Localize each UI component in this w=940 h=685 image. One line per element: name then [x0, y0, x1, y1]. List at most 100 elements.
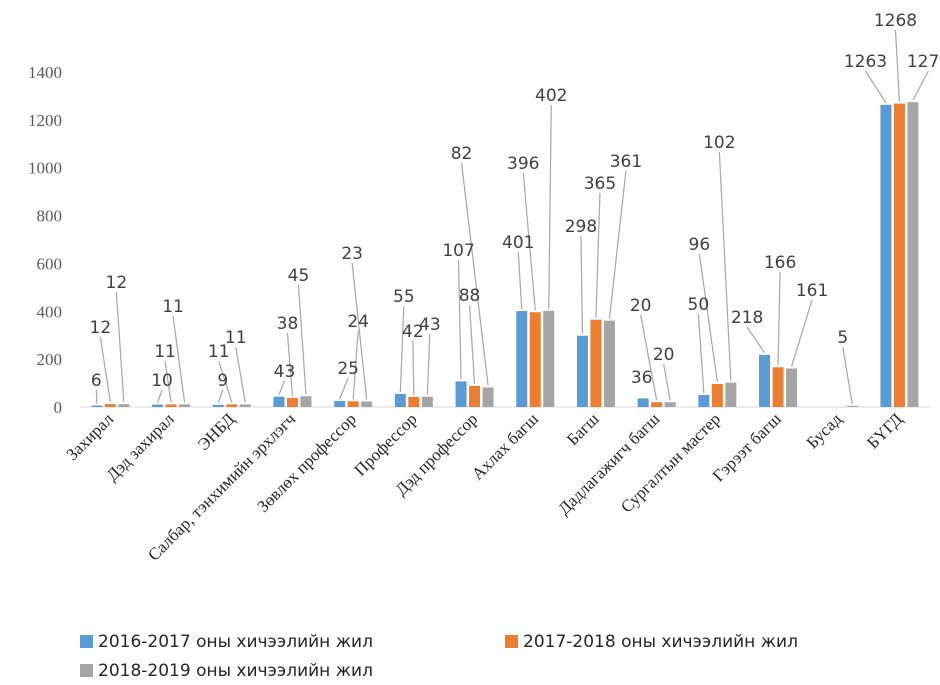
- bar: [118, 404, 130, 407]
- bar: [179, 404, 191, 407]
- legend: 2016-2017 оны хичээлийн жил 2017-2018 оны…: [80, 632, 798, 681]
- bar: [226, 404, 238, 407]
- bar: [637, 398, 649, 407]
- data-label: 36: [631, 368, 653, 388]
- leader-line: [426, 333, 431, 395]
- data-label: 38: [277, 314, 299, 334]
- bar: [104, 404, 116, 407]
- legend-swatch: [80, 664, 93, 677]
- category-label: ЭНБД: [194, 409, 239, 454]
- leader-line: [164, 360, 172, 403]
- leader-line: [172, 315, 186, 403]
- data-label: 25: [337, 359, 359, 379]
- data-label: 401: [502, 233, 534, 253]
- bar: [408, 396, 420, 407]
- data-label: 24: [347, 312, 369, 332]
- bar: [711, 384, 723, 407]
- data-label: 107: [442, 241, 474, 261]
- bar: [664, 402, 676, 407]
- bar: [651, 402, 663, 407]
- legend-label: 2017-2018 оны хичээлийн жил: [523, 632, 798, 652]
- data-label: 361: [610, 152, 642, 172]
- bar: [893, 103, 905, 407]
- leader-line: [718, 151, 732, 381]
- bar: [482, 387, 494, 407]
- legend-label: 2016-2017 оны хичээлийн жил: [98, 632, 373, 652]
- data-label: 43: [274, 362, 296, 382]
- bar: [907, 102, 919, 408]
- leader-line: [235, 346, 246, 403]
- bar: [347, 401, 359, 407]
- bar: [469, 385, 481, 407]
- data-label: 166: [764, 253, 796, 273]
- data-label: 1268: [874, 11, 917, 31]
- leader-line: [548, 104, 552, 309]
- data-label: 10: [151, 371, 173, 391]
- y-axis: 0 200 400 600 800 1000 1200 1400: [28, 63, 62, 417]
- data-label: 365: [584, 174, 616, 194]
- legend-swatch: [80, 635, 93, 648]
- bar: [786, 368, 798, 407]
- bar: [725, 382, 737, 407]
- data-label: 12: [106, 273, 128, 293]
- bar: [421, 396, 433, 407]
- leader-line: [399, 305, 405, 392]
- bar: [880, 104, 892, 408]
- leader-line: [608, 170, 627, 319]
- leader-line: [912, 70, 929, 101]
- leader-line: [580, 235, 584, 334]
- bar: [91, 405, 103, 407]
- data-label: 82: [451, 144, 473, 164]
- bar: [590, 319, 602, 407]
- data-label: 11: [154, 342, 176, 362]
- bar: [772, 367, 784, 407]
- bar: [846, 405, 858, 407]
- legend-label: 2018-2019 оны хичээлийн жил: [98, 661, 373, 681]
- data-label: 402: [535, 86, 567, 106]
- leader-line: [286, 332, 294, 396]
- leader-line: [351, 262, 368, 400]
- y-tick-label: 400: [37, 302, 63, 321]
- y-tick-label: 200: [37, 350, 63, 369]
- bar: [603, 320, 615, 407]
- data-label: 9: [217, 371, 228, 391]
- data-label: 11: [162, 297, 184, 317]
- y-tick-label: 1400: [28, 63, 62, 82]
- category-label: Захирал: [62, 409, 117, 464]
- data-label: 11: [208, 342, 230, 362]
- bar: [455, 381, 467, 407]
- leader-line: [777, 271, 781, 366]
- data-label: 20: [653, 345, 675, 365]
- bar: [286, 397, 298, 407]
- data-label: 102: [703, 133, 735, 153]
- bars: [91, 102, 919, 408]
- bar: [334, 401, 346, 407]
- data-label: 161: [796, 281, 828, 301]
- leader-line: [894, 29, 901, 102]
- leader-line: [95, 389, 98, 404]
- leader-line: [217, 389, 224, 404]
- data-label: 55: [393, 287, 415, 307]
- data-label: 42: [402, 322, 424, 342]
- leader-line: [640, 314, 658, 401]
- bar: [529, 312, 541, 407]
- category-label: Багш: [563, 409, 603, 449]
- leader-line: [412, 340, 415, 395]
- data-label: 1274: [907, 52, 940, 72]
- data-label: 88: [459, 286, 481, 306]
- leader-line: [790, 299, 813, 367]
- leader-lines: [95, 29, 929, 404]
- bar: [239, 404, 251, 407]
- leader-line: [218, 360, 233, 403]
- leader-line: [864, 70, 887, 104]
- data-label: 50: [688, 295, 710, 315]
- leader-line: [595, 192, 601, 318]
- bar: [698, 395, 710, 407]
- bar: [576, 335, 588, 407]
- bar: [361, 401, 373, 407]
- data-label: 396: [507, 154, 539, 174]
- leader-line: [522, 172, 536, 311]
- data-label: 11: [225, 328, 247, 348]
